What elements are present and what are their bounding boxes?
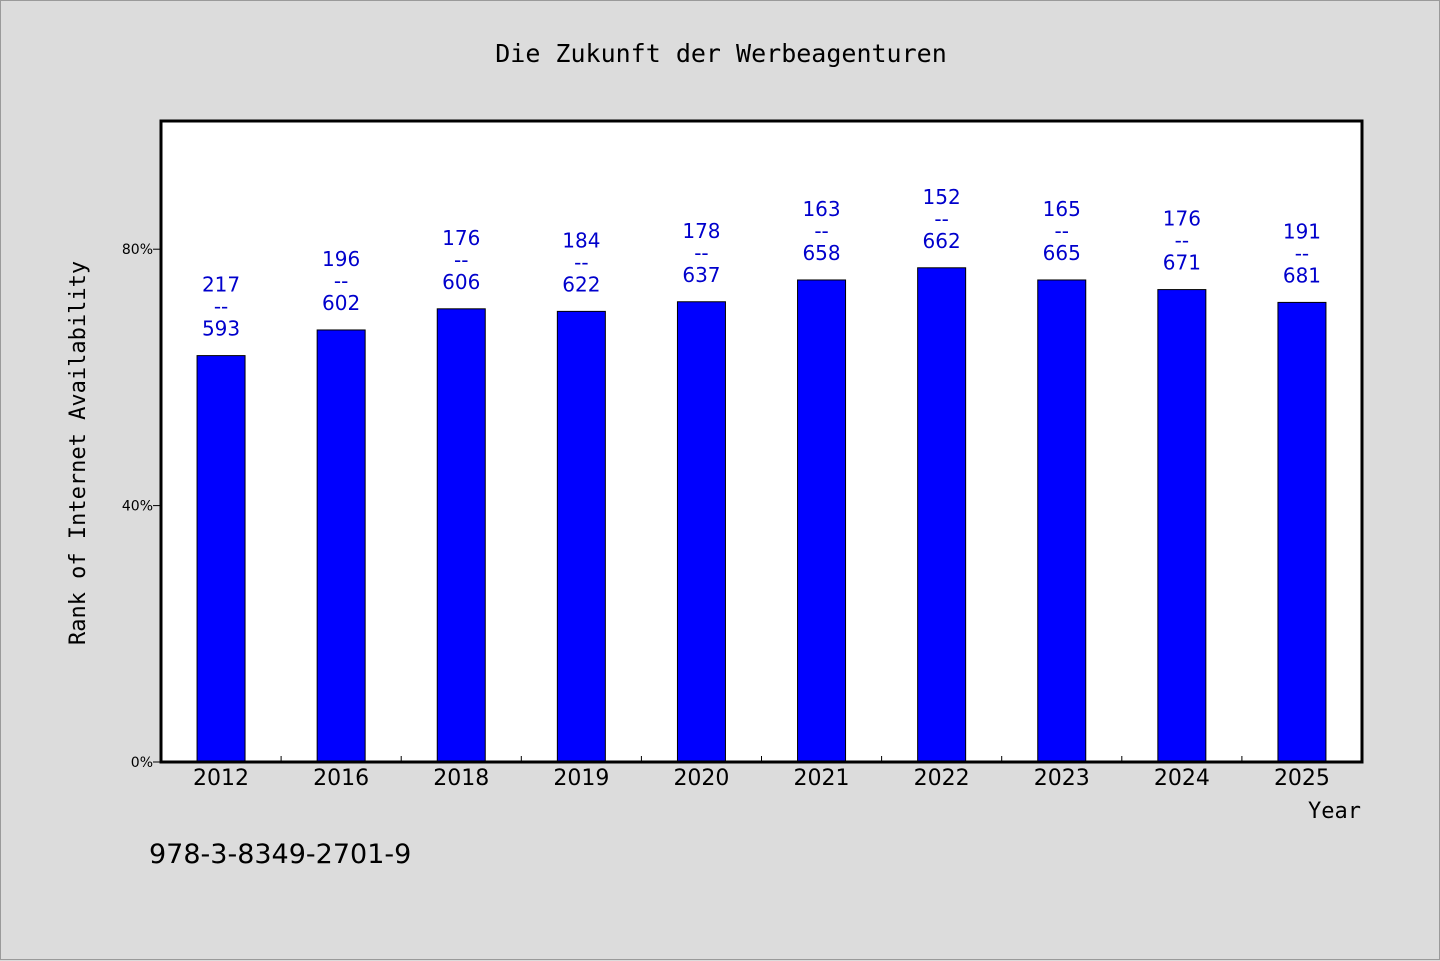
x-tick-label-2023: 2023 bbox=[1034, 766, 1090, 791]
y-axis-label: Rank of Internet Availability bbox=[66, 261, 91, 645]
bar-2025 bbox=[1277, 301, 1327, 763]
data-label-2019-line-1: 184 bbox=[562, 228, 600, 252]
bar-2019 bbox=[556, 310, 606, 763]
y-tick-label-40%: 40% bbox=[122, 499, 153, 515]
data-label-2019-line-2: -- bbox=[574, 250, 588, 274]
data-label-2020-line-1: 178 bbox=[682, 219, 720, 243]
data-label-2021-line-3: 658 bbox=[802, 241, 840, 265]
data-label-2018-line-1: 176 bbox=[442, 226, 480, 250]
data-label-2016-line-2: -- bbox=[334, 269, 348, 293]
data-label-2016-line-3: 602 bbox=[322, 291, 360, 315]
data-label-2018-line-3: 606 bbox=[442, 270, 480, 294]
data-label-2023-line-1: 165 bbox=[1043, 197, 1081, 221]
data-label-2025-line-1: 191 bbox=[1283, 219, 1321, 243]
data-label-2023-line-3: 665 bbox=[1043, 241, 1081, 265]
data-label-2022-line-2: -- bbox=[934, 207, 948, 231]
bar-2021 bbox=[797, 279, 847, 763]
data-label-2012-line-3: 593 bbox=[202, 317, 240, 341]
bar-2018 bbox=[436, 308, 486, 763]
bar-2016 bbox=[316, 329, 366, 763]
plot-border bbox=[159, 119, 1364, 764]
x-axis-label: Year bbox=[1308, 799, 1361, 824]
x-tick-label-2024: 2024 bbox=[1154, 766, 1210, 791]
x-tick-label-2021: 2021 bbox=[794, 766, 850, 791]
data-label-2023-line-2: -- bbox=[1055, 219, 1069, 243]
x-tick-label-2025: 2025 bbox=[1274, 766, 1330, 791]
data-label-2020-line-3: 637 bbox=[682, 263, 720, 287]
data-label-2012-line-1: 217 bbox=[202, 273, 240, 297]
chart-title: Die Zukunft der Werbeagenturen bbox=[495, 39, 947, 68]
data-label-2021-line-1: 163 bbox=[802, 197, 840, 221]
bars-layer bbox=[196, 267, 1327, 763]
x-tick-label-2019: 2019 bbox=[553, 766, 609, 791]
data-label-2024-line-3: 671 bbox=[1163, 251, 1201, 275]
data-label-2020-line-2: -- bbox=[694, 241, 708, 265]
y-tick-label-0%: 0% bbox=[131, 755, 153, 771]
x-tick-label-2016: 2016 bbox=[313, 766, 369, 791]
data-label-2019-line-3: 622 bbox=[562, 272, 600, 296]
x-tick-label-2012: 2012 bbox=[193, 766, 249, 791]
data-label-2025-line-2: -- bbox=[1295, 241, 1309, 265]
data-label-2018-line-2: -- bbox=[454, 248, 468, 272]
data-label-2022-line-1: 152 bbox=[923, 185, 961, 209]
x-tick-label-2020: 2020 bbox=[673, 766, 729, 791]
data-label-2024-line-2: -- bbox=[1175, 229, 1189, 253]
bar-2020 bbox=[676, 301, 726, 763]
bar-2023 bbox=[1037, 279, 1087, 763]
x-tick-label-2018: 2018 bbox=[433, 766, 489, 791]
bar-2022 bbox=[917, 267, 967, 763]
bar-2012 bbox=[196, 355, 246, 763]
isbn-footnote: 978-3-8349-2701-9 bbox=[149, 839, 411, 870]
data-label-2022-line-3: 662 bbox=[923, 229, 961, 253]
bar-2024 bbox=[1157, 289, 1207, 763]
data-label-2021-line-2: -- bbox=[814, 219, 828, 243]
data-label-2025-line-3: 681 bbox=[1283, 263, 1321, 287]
data-label-2016-line-1: 196 bbox=[322, 247, 360, 271]
data-labels-layer: 217--593196--602176--606184--622178--637… bbox=[202, 185, 1321, 341]
data-label-2024-line-1: 176 bbox=[1163, 207, 1201, 231]
axes-layer: 2012 2016 2018 2019 2020 2021 2022 2023 2024 2025… bbox=[122, 242, 1330, 791]
data-label-2012-line-2: -- bbox=[214, 295, 228, 319]
y-tick-label-80%: 80% bbox=[122, 242, 153, 258]
x-tick-label-2022: 2022 bbox=[914, 766, 970, 791]
